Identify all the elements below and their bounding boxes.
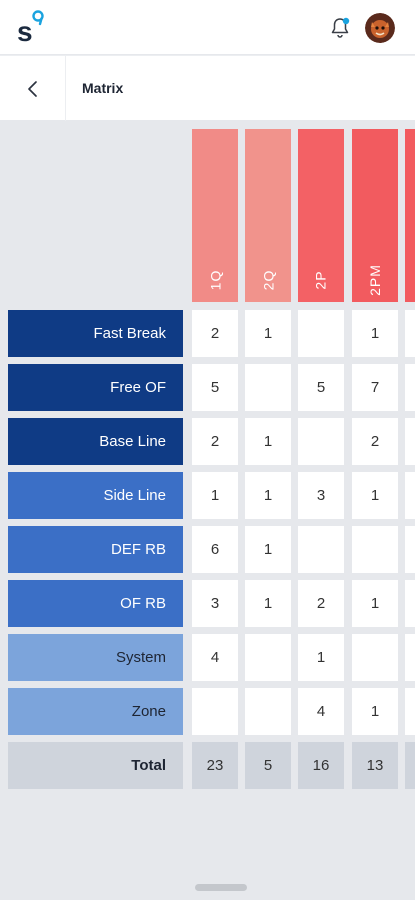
matrix-cell[interactable]: 1 [192, 472, 238, 519]
matrix-cell[interactable] [405, 364, 415, 411]
matrix-cell[interactable] [405, 526, 415, 573]
user-avatar[interactable] [365, 13, 395, 43]
back-button[interactable] [0, 56, 66, 121]
matrix-cell[interactable] [405, 418, 415, 465]
matrix-cell[interactable] [298, 418, 344, 465]
total-cell: 16 [298, 742, 344, 789]
matrix-cell[interactable]: 1 [352, 310, 398, 357]
matrix-cell[interactable] [245, 634, 291, 681]
matrix-cell[interactable]: 6 [192, 526, 238, 573]
matrix-cell[interactable]: 1 [245, 418, 291, 465]
page-title: Matrix [82, 80, 124, 96]
matrix-table: 1Q 2Q 2P 2PM Fast Break 2 1 1 Free OF 5 … [0, 120, 415, 790]
matrix-cell[interactable]: 5 [192, 364, 238, 411]
row-label-of-rb[interactable]: OF RB [8, 580, 183, 627]
matrix-cell[interactable]: 1 [298, 634, 344, 681]
matrix-cell[interactable]: 1 [245, 580, 291, 627]
home-indicator[interactable] [195, 884, 247, 891]
column-header-2p[interactable]: 2P [298, 129, 344, 302]
matrix-cell[interactable]: 1 [352, 688, 398, 735]
row-label-free-of[interactable]: Free OF [8, 364, 183, 411]
matrix-cell[interactable]: 4 [298, 688, 344, 735]
app-bar: s [0, 0, 415, 54]
total-row-label: Total [8, 742, 183, 789]
column-header-1q[interactable]: 1Q [192, 129, 238, 302]
page-header: Matrix [0, 55, 415, 121]
matrix-cell[interactable] [298, 310, 344, 357]
row-label-base-line[interactable]: Base Line [8, 418, 183, 465]
matrix-cell[interactable] [245, 364, 291, 411]
matrix-cell[interactable]: 3 [192, 580, 238, 627]
matrix-cell[interactable]: 4 [192, 634, 238, 681]
matrix-cell[interactable]: 2 [192, 310, 238, 357]
notification-bell-icon[interactable] [328, 16, 352, 40]
row-label-fast-break[interactable]: Fast Break [8, 310, 183, 357]
total-cell: 5 [245, 742, 291, 789]
matrix-cell[interactable]: 2 [192, 418, 238, 465]
column-header-2q[interactable]: 2Q [245, 129, 291, 302]
column-header-2pm[interactable]: 2PM [352, 129, 398, 302]
matrix-cell[interactable] [192, 688, 238, 735]
app-logo[interactable]: s [14, 10, 50, 47]
row-label-side-line[interactable]: Side Line [8, 472, 183, 519]
total-cell: 23 [192, 742, 238, 789]
matrix-cell[interactable] [405, 634, 415, 681]
column-header-partial[interactable] [405, 129, 415, 302]
matrix-cell[interactable] [405, 688, 415, 735]
matrix-cell[interactable]: 2 [352, 418, 398, 465]
row-label-def-rb[interactable]: DEF RB [8, 526, 183, 573]
matrix-cell[interactable] [405, 472, 415, 519]
matrix-cell[interactable]: 2 [298, 580, 344, 627]
total-cell [405, 742, 415, 789]
matrix-cell[interactable]: 1 [245, 472, 291, 519]
matrix-cell[interactable] [298, 526, 344, 573]
svg-text:s: s [17, 16, 33, 46]
matrix-cell[interactable] [245, 688, 291, 735]
matrix-cell[interactable]: 7 [352, 364, 398, 411]
chevron-left-icon [27, 80, 37, 97]
matrix-cell[interactable]: 1 [352, 580, 398, 627]
matrix-cell[interactable]: 1 [245, 526, 291, 573]
matrix-cell[interactable] [352, 526, 398, 573]
matrix-cell[interactable]: 3 [298, 472, 344, 519]
matrix-cell[interactable] [405, 580, 415, 627]
matrix-cell[interactable]: 5 [298, 364, 344, 411]
row-label-zone[interactable]: Zone [8, 688, 183, 735]
matrix-cell[interactable]: 1 [245, 310, 291, 357]
matrix-cell[interactable]: 1 [352, 472, 398, 519]
row-label-system[interactable]: System [8, 634, 183, 681]
total-cell: 13 [352, 742, 398, 789]
matrix-cell[interactable] [405, 310, 415, 357]
matrix-cell[interactable] [352, 634, 398, 681]
